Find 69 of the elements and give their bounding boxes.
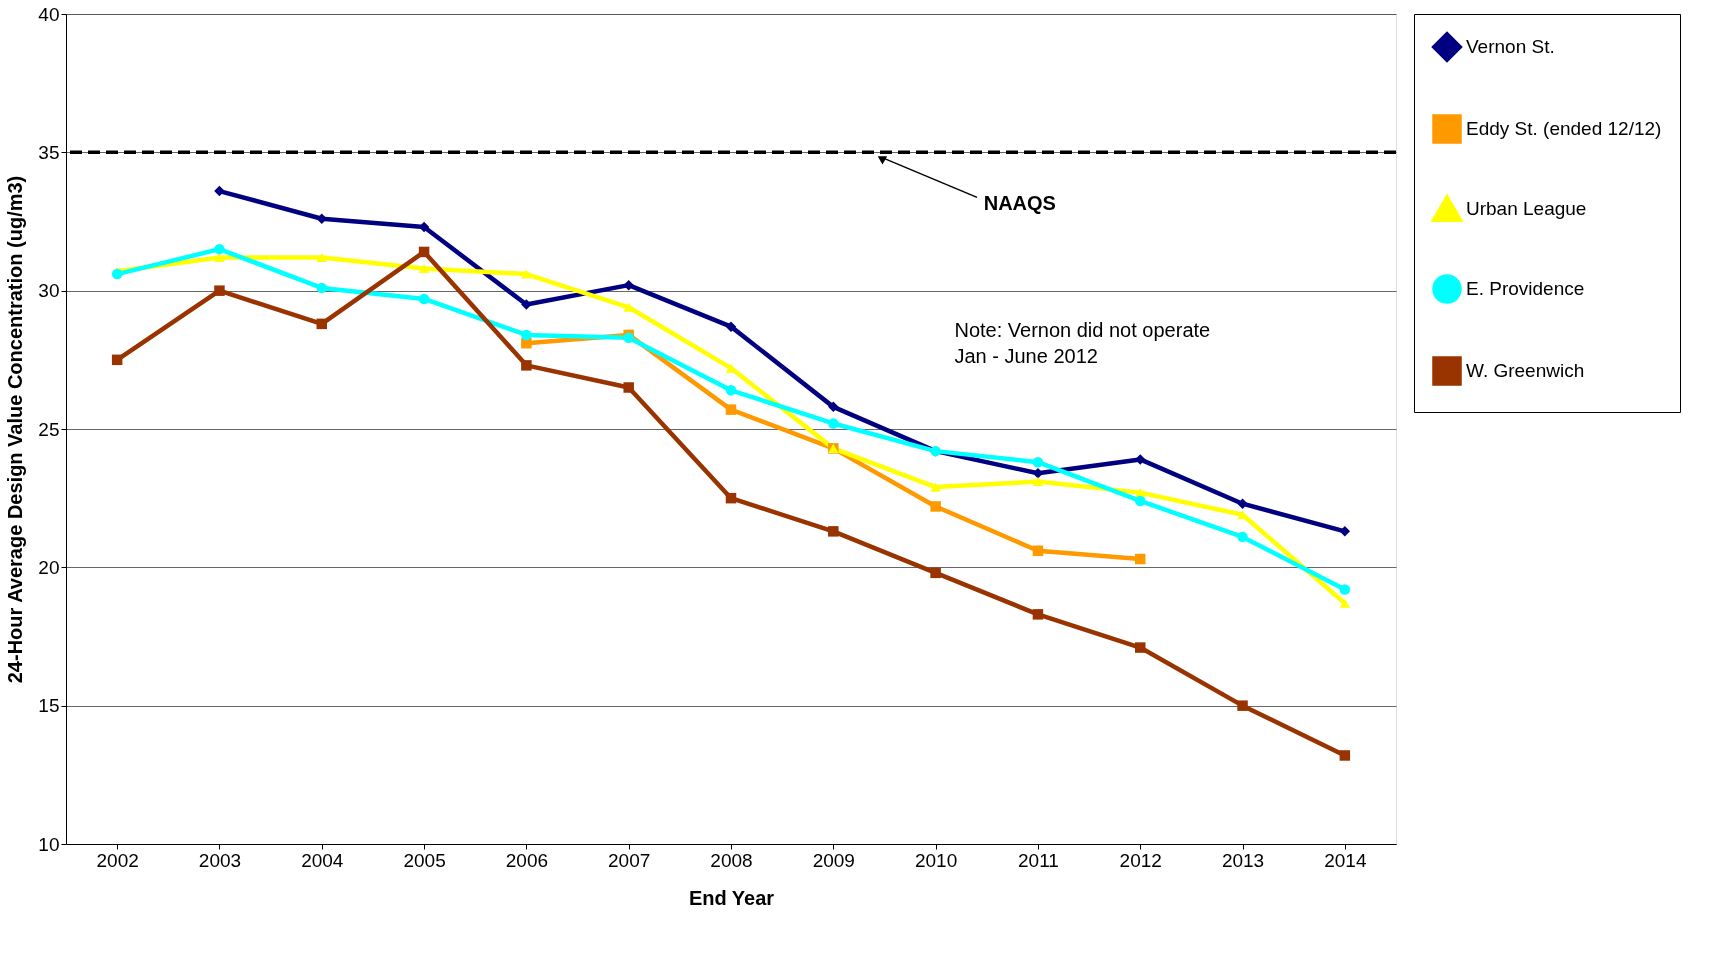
point <box>1134 642 1146 653</box>
point <box>1339 598 1351 608</box>
point <box>316 318 328 330</box>
x-axis-title: End Year <box>688 886 775 909</box>
point <box>1134 553 1146 565</box>
point <box>623 279 634 291</box>
x-tick-label: 2013 <box>1221 849 1265 871</box>
x-tick-label: 2011 <box>1017 849 1059 871</box>
point <box>1237 498 1248 509</box>
point <box>316 252 328 263</box>
x-tick-label: 2010 <box>914 849 958 871</box>
y-axis-title: 24-Hour Average Design Value Concentration (ug/m3) <box>4 175 27 684</box>
point <box>1339 584 1351 595</box>
point <box>930 567 941 579</box>
y-tick-label: 35 <box>38 141 60 163</box>
legend-label: W. Greenwich <box>1466 360 1585 381</box>
x-tick-label: 2003 <box>198 849 242 871</box>
y-tick-label: 25 <box>38 418 60 440</box>
point <box>111 268 123 280</box>
point <box>1134 495 1146 507</box>
y-tick-label: 40 <box>38 3 60 25</box>
point <box>1237 531 1248 543</box>
point <box>111 354 123 366</box>
point <box>214 285 225 296</box>
point <box>521 269 532 279</box>
point <box>725 385 737 396</box>
point <box>418 246 430 258</box>
x-tick-label: 2012 <box>1119 849 1162 871</box>
annotation: Note: Vernon did not operate Jan - June 2012 <box>954 319 1211 368</box>
point <box>1339 526 1351 537</box>
point <box>1032 545 1044 556</box>
x-tick-label: 2014 <box>1324 849 1367 871</box>
x-tick-label: 2005 <box>403 849 446 871</box>
point <box>1032 609 1044 620</box>
point <box>1032 477 1044 487</box>
point <box>316 282 328 294</box>
y-tick-label: 10 <box>38 833 60 855</box>
x-tick-label: 2004 <box>301 849 344 871</box>
point <box>828 526 839 537</box>
ref-line-label: NAAQS <box>983 192 1056 215</box>
point <box>1032 456 1044 468</box>
point <box>725 492 737 504</box>
point <box>725 321 737 332</box>
point <box>725 404 737 415</box>
x-tick-label: 2008 <box>710 849 753 871</box>
legend-label: Urban League <box>1466 198 1587 219</box>
point <box>521 329 532 341</box>
x-tick-label: 2009 <box>812 849 855 871</box>
y-tick-label: 30 <box>38 280 60 302</box>
legend-label: Eddy St. (ended 12/12) <box>1466 118 1662 139</box>
x-tick-label: 2002 <box>96 849 139 871</box>
point <box>930 501 941 512</box>
point <box>1237 700 1248 711</box>
point <box>828 418 839 429</box>
point <box>623 382 634 393</box>
point <box>214 243 225 255</box>
point <box>828 401 839 413</box>
x-tick-label: 2007 <box>608 849 651 871</box>
legend-label: E. Providence <box>1466 278 1585 299</box>
legend-label: Vernon St. <box>1466 36 1555 57</box>
x-tick-label: 2006 <box>505 849 549 871</box>
point <box>418 293 430 305</box>
point <box>521 360 532 371</box>
y-tick-label: 20 <box>38 556 60 578</box>
y-tick-label: 15 <box>38 695 60 717</box>
point <box>1339 750 1351 761</box>
point <box>214 185 225 197</box>
point <box>930 482 941 492</box>
point <box>418 263 430 274</box>
